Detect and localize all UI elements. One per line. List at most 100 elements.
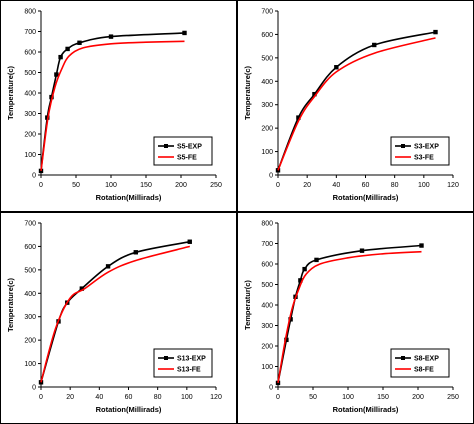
- data-point-marker: [302, 266, 307, 272]
- x-tick-label: 150: [377, 394, 389, 401]
- x-tick-label: 0: [276, 182, 280, 189]
- y-tick-label: 200: [24, 132, 36, 139]
- y-axis-label: Temperature(c): [6, 65, 15, 120]
- x-tick-label: 60: [362, 182, 370, 189]
- x-tick-label: 60: [125, 394, 133, 401]
- y-tick-label: 400: [261, 79, 273, 86]
- x-tick-label: 0: [39, 394, 43, 401]
- x-tick-label: 80: [154, 394, 162, 401]
- x-tick-label: 100: [181, 394, 193, 401]
- data-point-marker: [105, 264, 111, 269]
- y-tick-label: 300: [261, 102, 273, 109]
- x-tick-label: 100: [418, 182, 430, 189]
- data-point-marker: [77, 40, 82, 45]
- y-tick-label: 200: [261, 344, 273, 351]
- data-point-marker: [314, 257, 319, 263]
- x-tick-label: 150: [140, 182, 152, 189]
- y-axis-label: Temperature(c): [6, 277, 15, 332]
- data-point-marker: [284, 337, 289, 343]
- chart-panel-top-right: 0 100 200 300 400 500 600 700 0 20 40 60 80 100 120 Rot…: [237, 0, 474, 212]
- legend-box: [153, 348, 213, 378]
- chart-panel-bottom-left: 0 100 200 300 400 500 600 700 0 20 40 60 80 100 120 Rot…: [0, 212, 237, 424]
- legend-box: [153, 136, 213, 166]
- legend-swatch-marker: [401, 356, 405, 360]
- y-tick-label: 600: [24, 50, 36, 57]
- data-point-marker: [54, 72, 59, 77]
- data-point-marker: [38, 380, 44, 385]
- y-tick-label: 0: [32, 385, 36, 392]
- x-tick-label: 20: [66, 394, 74, 401]
- legend-swatch-marker: [164, 144, 168, 148]
- x-tick-label: 50: [72, 182, 80, 189]
- x-tick-label: 0: [39, 182, 43, 189]
- y-tick-label: 500: [261, 55, 273, 62]
- x-tick-label: 20: [303, 182, 311, 189]
- y-tick-label: 300: [261, 323, 273, 330]
- x-axis-label: Rotation(Millirads): [96, 193, 162, 202]
- chart-s13: 0 100 200 300 400 500 600 700 0 20 40 60 80 100 120 Rot…: [6, 221, 222, 415]
- y-tick-label: 300: [24, 111, 36, 118]
- data-point-marker: [419, 243, 424, 248]
- legend-swatch-marker: [164, 356, 168, 360]
- y-tick-label: 100: [24, 361, 36, 368]
- x-tick-label: 120: [447, 182, 459, 189]
- x-tick-label: 50: [309, 394, 317, 401]
- y-axis-label: Temperatur(c): [243, 280, 252, 330]
- legend-box: [390, 348, 450, 378]
- legend-entry-label: S3-FE: [414, 155, 434, 162]
- x-tick-label: 40: [332, 182, 340, 189]
- y-tick-label: 700: [24, 221, 36, 228]
- series-line-fe: [40, 245, 191, 383]
- y-tick-label: 600: [261, 262, 273, 269]
- data-point-marker: [108, 34, 114, 39]
- y-tick-label: 100: [261, 149, 273, 156]
- y-tick-label: 800: [24, 9, 36, 16]
- y-tick-label: 400: [261, 303, 273, 310]
- y-axis-label: Temperature(c): [243, 65, 252, 120]
- legend-entry-label: S5-FE: [177, 155, 197, 162]
- data-point-marker: [275, 168, 281, 173]
- y-tick-label: 700: [24, 29, 36, 36]
- data-point-marker: [182, 30, 187, 36]
- y-tick-label: 0: [269, 173, 273, 180]
- y-tick-label: 100: [261, 364, 273, 371]
- y-tick-label: 800: [261, 221, 273, 228]
- legend-entry-label: S8-EXP: [414, 356, 439, 363]
- data-point-marker: [58, 54, 63, 60]
- chart-panel-bottom-right: 0 100 200 300 400 500 600 700 800 0 50 100 150 200 250…: [237, 212, 474, 424]
- x-axis-label: Rotation(Millirads): [96, 405, 162, 414]
- legend-entry-label: S5-EXP: [177, 144, 202, 151]
- x-tick-label: 250: [447, 394, 459, 401]
- data-point-marker: [296, 115, 301, 120]
- x-tick-label: 120: [210, 394, 222, 401]
- y-tick-label: 700: [261, 9, 273, 16]
- x-tick-label: 80: [391, 182, 399, 189]
- x-tick-label: 250: [210, 182, 222, 189]
- legend-entry-label: S13-FE: [177, 367, 201, 374]
- series-line-fe: [40, 40, 185, 172]
- x-tick-label: 100: [105, 182, 117, 189]
- x-axis-label: Rotation(Millirads): [333, 405, 399, 414]
- data-point-marker: [372, 42, 377, 48]
- x-tick-label: 200: [412, 394, 424, 401]
- y-tick-label: 500: [24, 70, 36, 77]
- chart-panel-top-left: 0 100 200 300 400 500 600 700 800 0 50 100 150 200 250…: [0, 0, 237, 212]
- x-tick-label: 40: [95, 394, 103, 401]
- chart-s5: 0 100 200 300 400 500 600 700 800 0 50 100 150 200 250…: [6, 9, 222, 203]
- y-tick-label: 300: [24, 314, 36, 321]
- y-tick-label: 600: [24, 244, 36, 251]
- legend-entry-label: S13-EXP: [177, 356, 206, 363]
- x-tick-label: 0: [276, 394, 280, 401]
- data-point-marker: [433, 29, 438, 35]
- y-tick-label: 400: [24, 291, 36, 298]
- data-point-marker: [79, 286, 85, 291]
- series-line-fe: [277, 37, 436, 171]
- chart-s3: 0 100 200 300 400 500 600 700 0 20 40 60 80 100 120 Rot…: [243, 9, 459, 203]
- y-tick-label: 500: [261, 282, 273, 289]
- data-point-marker: [334, 65, 339, 70]
- y-tick-label: 700: [261, 241, 273, 248]
- series-line-fe: [277, 250, 422, 384]
- y-tick-label: 0: [32, 173, 36, 180]
- x-tick-label: 200: [175, 182, 187, 189]
- y-tick-label: 400: [24, 91, 36, 98]
